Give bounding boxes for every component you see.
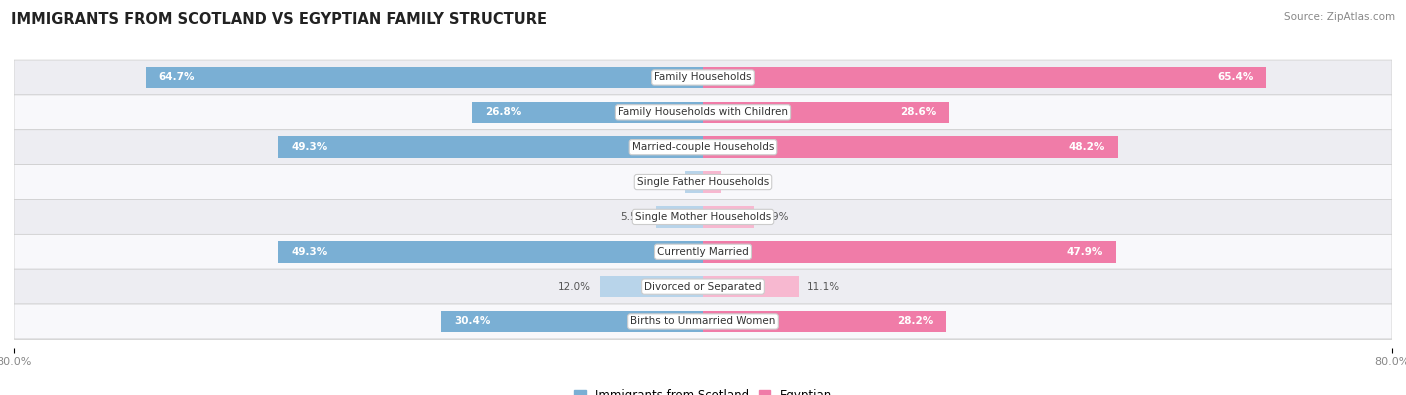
Text: 48.2%: 48.2% bbox=[1069, 142, 1105, 152]
Bar bbox=[703, 136, 1118, 158]
Bar bbox=[278, 241, 703, 263]
FancyBboxPatch shape bbox=[14, 199, 1392, 234]
Bar bbox=[703, 67, 1267, 88]
Text: Source: ZipAtlas.com: Source: ZipAtlas.com bbox=[1284, 12, 1395, 22]
FancyBboxPatch shape bbox=[14, 60, 1392, 95]
Text: 49.3%: 49.3% bbox=[291, 142, 328, 152]
Text: 64.7%: 64.7% bbox=[159, 73, 195, 83]
Text: Currently Married: Currently Married bbox=[657, 247, 749, 257]
Bar bbox=[685, 171, 703, 193]
Bar bbox=[278, 136, 703, 158]
Text: Births to Unmarried Women: Births to Unmarried Women bbox=[630, 316, 776, 326]
Text: 2.1%: 2.1% bbox=[650, 177, 676, 187]
FancyBboxPatch shape bbox=[14, 95, 1392, 130]
Text: 2.1%: 2.1% bbox=[730, 177, 756, 187]
Text: 26.8%: 26.8% bbox=[485, 107, 522, 117]
Bar bbox=[441, 310, 703, 332]
Text: IMMIGRANTS FROM SCOTLAND VS EGYPTIAN FAMILY STRUCTURE: IMMIGRANTS FROM SCOTLAND VS EGYPTIAN FAM… bbox=[11, 12, 547, 27]
Bar bbox=[703, 241, 1115, 263]
Bar bbox=[703, 102, 949, 123]
FancyBboxPatch shape bbox=[14, 130, 1392, 165]
FancyBboxPatch shape bbox=[14, 165, 1392, 199]
Text: Single Father Households: Single Father Households bbox=[637, 177, 769, 187]
FancyBboxPatch shape bbox=[14, 234, 1392, 269]
Text: 12.0%: 12.0% bbox=[558, 282, 591, 292]
Text: 28.6%: 28.6% bbox=[900, 107, 936, 117]
FancyBboxPatch shape bbox=[14, 269, 1392, 304]
Bar bbox=[703, 310, 946, 332]
Bar bbox=[655, 206, 703, 228]
Text: 5.5%: 5.5% bbox=[620, 212, 647, 222]
Text: Family Households with Children: Family Households with Children bbox=[619, 107, 787, 117]
Bar bbox=[703, 206, 754, 228]
Text: 28.2%: 28.2% bbox=[897, 316, 934, 326]
Text: 5.9%: 5.9% bbox=[762, 212, 789, 222]
Text: 11.1%: 11.1% bbox=[807, 282, 841, 292]
FancyBboxPatch shape bbox=[14, 304, 1392, 339]
Bar bbox=[146, 67, 703, 88]
Bar bbox=[472, 102, 703, 123]
Bar bbox=[599, 276, 703, 297]
Text: Married-couple Households: Married-couple Households bbox=[631, 142, 775, 152]
Legend: Immigrants from Scotland, Egyptian: Immigrants from Scotland, Egyptian bbox=[569, 384, 837, 395]
Bar bbox=[703, 171, 721, 193]
Text: 49.3%: 49.3% bbox=[291, 247, 328, 257]
Text: 30.4%: 30.4% bbox=[454, 316, 491, 326]
Text: 47.9%: 47.9% bbox=[1066, 247, 1102, 257]
Text: Single Mother Households: Single Mother Households bbox=[636, 212, 770, 222]
Bar bbox=[703, 276, 799, 297]
Text: 65.4%: 65.4% bbox=[1218, 73, 1253, 83]
Text: Divorced or Separated: Divorced or Separated bbox=[644, 282, 762, 292]
Text: Family Households: Family Households bbox=[654, 73, 752, 83]
